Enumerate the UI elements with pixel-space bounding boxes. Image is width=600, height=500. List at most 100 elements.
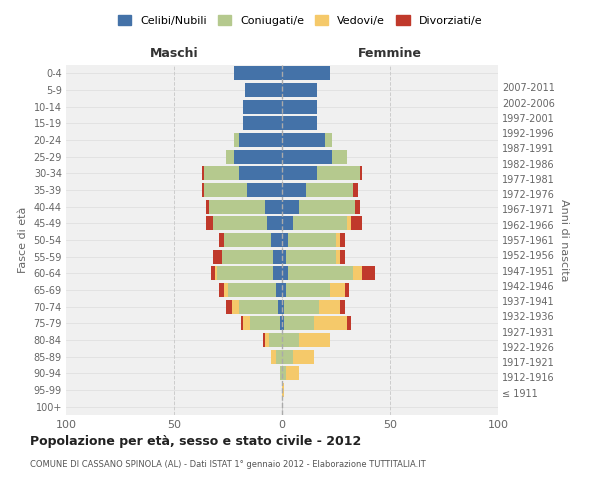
Bar bbox=[235, 150, 282, 164]
Bar bbox=[247, 183, 282, 197]
Bar bbox=[245, 83, 282, 97]
Bar bbox=[204, 166, 239, 180]
Bar bbox=[340, 250, 344, 264]
Bar bbox=[221, 250, 274, 264]
Bar bbox=[319, 300, 340, 314]
Bar bbox=[282, 233, 289, 247]
Bar bbox=[306, 183, 353, 197]
Bar bbox=[347, 316, 351, 330]
Bar bbox=[274, 250, 282, 264]
Bar bbox=[353, 266, 362, 280]
Bar bbox=[202, 166, 204, 180]
Bar bbox=[206, 200, 209, 214]
Bar bbox=[206, 216, 213, 230]
Bar bbox=[209, 200, 265, 214]
Bar bbox=[243, 316, 250, 330]
Bar bbox=[239, 300, 278, 314]
Bar bbox=[344, 283, 349, 297]
Bar bbox=[336, 233, 340, 247]
Bar bbox=[351, 216, 362, 230]
Bar bbox=[282, 116, 317, 130]
Bar bbox=[282, 283, 286, 297]
Text: COMUNE DI CASSANO SPINOLA (AL) - Dati ISTAT 1° gennaio 2012 - Elaborazione TUTTI: COMUNE DI CASSANO SPINOLA (AL) - Dati IS… bbox=[30, 460, 426, 469]
Legend: Celibi/Nubili, Coniugati/e, Vedovi/e, Divorziati/e: Celibi/Nubili, Coniugati/e, Vedovi/e, Di… bbox=[113, 10, 487, 30]
Bar bbox=[282, 366, 286, 380]
Y-axis label: Anni di nascita: Anni di nascita bbox=[559, 198, 569, 281]
Bar bbox=[263, 333, 265, 347]
Bar bbox=[282, 133, 325, 147]
Text: Maschi: Maschi bbox=[149, 47, 199, 60]
Bar bbox=[226, 150, 235, 164]
Bar bbox=[271, 233, 282, 247]
Bar bbox=[243, 116, 282, 130]
Bar bbox=[282, 333, 299, 347]
Bar bbox=[275, 283, 282, 297]
Bar bbox=[280, 366, 282, 380]
Bar bbox=[293, 350, 314, 364]
Bar bbox=[215, 266, 217, 280]
Bar bbox=[282, 183, 306, 197]
Bar bbox=[274, 266, 282, 280]
Bar bbox=[235, 133, 239, 147]
Bar bbox=[282, 100, 317, 114]
Bar bbox=[286, 250, 336, 264]
Bar bbox=[282, 150, 332, 164]
Bar bbox=[265, 200, 282, 214]
Bar bbox=[271, 350, 275, 364]
Bar bbox=[325, 133, 332, 147]
Bar bbox=[282, 300, 284, 314]
Bar bbox=[202, 183, 204, 197]
Bar bbox=[235, 66, 282, 80]
Bar bbox=[340, 300, 344, 314]
Bar bbox=[329, 283, 344, 297]
Bar bbox=[340, 233, 344, 247]
Bar bbox=[204, 183, 247, 197]
Bar bbox=[232, 300, 239, 314]
Bar bbox=[314, 316, 347, 330]
Bar bbox=[332, 150, 347, 164]
Text: Popolazione per età, sesso e stato civile - 2012: Popolazione per età, sesso e stato civil… bbox=[30, 435, 361, 448]
Bar bbox=[362, 266, 375, 280]
Bar bbox=[217, 266, 274, 280]
Bar bbox=[228, 283, 275, 297]
Bar bbox=[250, 316, 280, 330]
Bar bbox=[360, 166, 362, 180]
Bar bbox=[278, 300, 282, 314]
Bar bbox=[336, 250, 340, 264]
Bar bbox=[289, 266, 353, 280]
Bar bbox=[289, 233, 336, 247]
Bar bbox=[347, 216, 351, 230]
Bar bbox=[213, 250, 221, 264]
Bar bbox=[282, 316, 284, 330]
Bar bbox=[239, 166, 282, 180]
Bar bbox=[299, 200, 355, 214]
Bar bbox=[211, 266, 215, 280]
Bar bbox=[243, 100, 282, 114]
Bar bbox=[284, 316, 314, 330]
Bar bbox=[241, 316, 243, 330]
Bar bbox=[269, 333, 282, 347]
Bar bbox=[282, 250, 286, 264]
Text: Femmine: Femmine bbox=[358, 47, 422, 60]
Bar bbox=[280, 316, 282, 330]
Bar bbox=[267, 216, 282, 230]
Bar bbox=[220, 283, 224, 297]
Bar bbox=[282, 83, 317, 97]
Bar bbox=[282, 166, 317, 180]
Bar bbox=[286, 283, 329, 297]
Bar bbox=[282, 266, 289, 280]
Bar bbox=[213, 216, 267, 230]
Bar bbox=[239, 133, 282, 147]
Y-axis label: Fasce di età: Fasce di età bbox=[18, 207, 28, 273]
Bar bbox=[299, 333, 329, 347]
Bar bbox=[226, 300, 232, 314]
Bar bbox=[282, 350, 293, 364]
Bar bbox=[286, 366, 299, 380]
Bar bbox=[317, 166, 360, 180]
Bar bbox=[224, 233, 271, 247]
Bar bbox=[265, 333, 269, 347]
Bar bbox=[220, 233, 224, 247]
Bar bbox=[355, 200, 360, 214]
Bar bbox=[282, 383, 284, 397]
Bar bbox=[284, 300, 319, 314]
